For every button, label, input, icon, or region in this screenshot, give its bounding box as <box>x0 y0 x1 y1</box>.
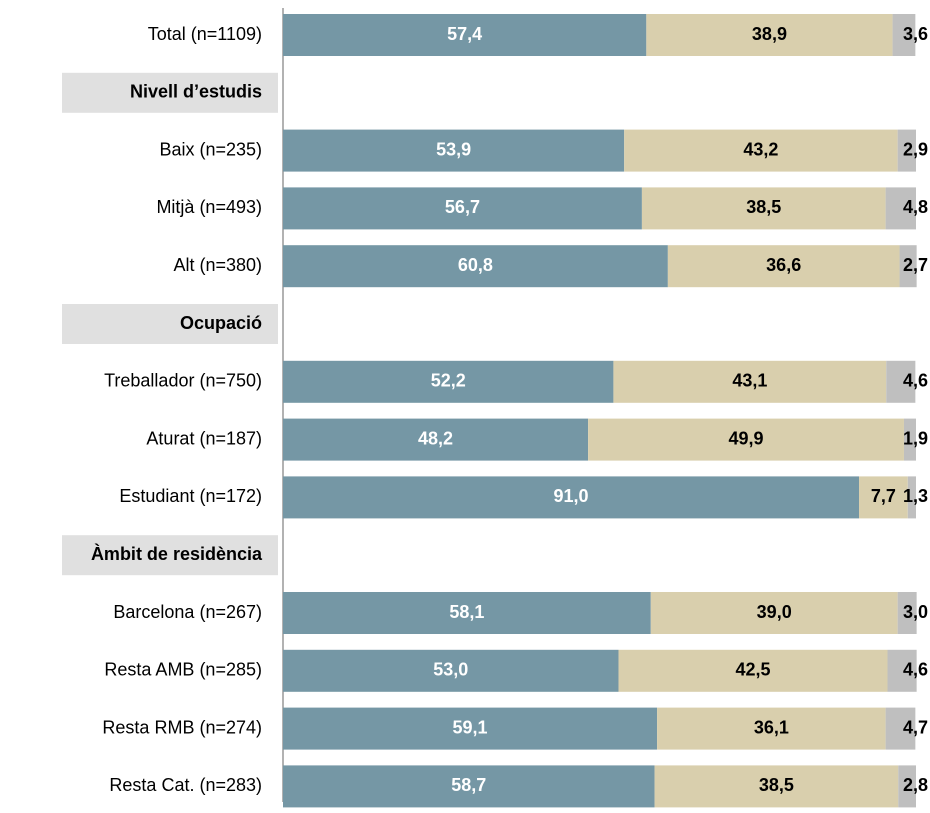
category-label: Baix (n=235) <box>159 139 262 159</box>
category-label: Mitjà (n=493) <box>156 197 262 217</box>
bar-segment <box>283 245 668 288</box>
bar-segment <box>885 707 916 750</box>
bar-segment <box>588 418 904 461</box>
value-label: 3,6 <box>903 24 928 44</box>
bar-segment <box>898 765 916 808</box>
value-label: 53,0 <box>433 660 468 680</box>
value-label: 2,9 <box>903 139 928 159</box>
bar-segment <box>897 592 917 634</box>
bar-segment <box>283 187 642 230</box>
value-label: 42,5 <box>735 660 770 680</box>
group-header: Àmbit de residència <box>91 543 263 564</box>
bar-segment <box>283 592 651 634</box>
value-label: 36,1 <box>754 717 789 737</box>
bar-segment <box>283 765 655 808</box>
value-label: 43,2 <box>743 139 778 159</box>
category-label: Resta AMB (n=285) <box>104 660 262 680</box>
category-label: Resta Cat. (n=283) <box>109 775 262 795</box>
bar-segment <box>654 765 899 808</box>
value-label: 4,7 <box>903 717 928 737</box>
bar-segment <box>646 14 893 56</box>
value-label: 60,8 <box>458 255 493 275</box>
value-label: 38,9 <box>752 24 787 44</box>
value-label: 39,0 <box>757 602 792 622</box>
bar-segment <box>899 245 917 288</box>
value-label: 4,8 <box>903 197 928 217</box>
bar-segment <box>641 187 886 230</box>
bar-segment <box>283 649 619 692</box>
bar-segment <box>283 418 589 461</box>
group-header: Ocupació <box>180 313 262 333</box>
bar-segment <box>283 476 860 519</box>
category-label: Barcelona (n=267) <box>113 602 262 622</box>
value-label: 4,6 <box>903 660 928 680</box>
bar-segment <box>667 245 900 288</box>
value-label: 2,7 <box>903 255 928 275</box>
bar-segment <box>657 707 886 750</box>
group-header-bg <box>62 535 278 576</box>
bar-segment <box>887 649 917 692</box>
bar-segment <box>859 476 908 519</box>
value-label: 57,4 <box>447 24 482 44</box>
bar-segment <box>283 129 625 172</box>
value-label: 59,1 <box>453 717 488 737</box>
category-label: Resta RMB (n=274) <box>102 717 262 737</box>
category-label: Total (n=1109) <box>148 24 262 44</box>
group-header: Nivell d’estudis <box>130 82 262 102</box>
value-label: 38,5 <box>746 197 781 217</box>
value-label: 4,6 <box>903 371 928 391</box>
value-label: 1,9 <box>903 428 928 448</box>
bar-segment <box>650 592 898 634</box>
value-label: 91,0 <box>553 486 588 506</box>
bar-segment <box>613 360 887 403</box>
group-header-bg <box>62 72 278 113</box>
bar-segment <box>624 129 898 172</box>
value-label: 3,0 <box>903 602 928 622</box>
value-label: 48,2 <box>418 428 453 448</box>
value-label: 2,8 <box>903 775 928 795</box>
bar-segment <box>618 649 888 692</box>
bar-segment <box>903 418 916 461</box>
bar-segment <box>283 707 658 750</box>
bar-segment <box>907 476 916 519</box>
value-label: 58,1 <box>449 602 484 622</box>
bar-segment <box>885 187 916 230</box>
bar-segment <box>283 360 614 403</box>
value-label: 43,1 <box>732 371 767 391</box>
value-label: 53,9 <box>436 139 471 159</box>
value-label: 52,2 <box>431 371 466 391</box>
category-label: Treballador (n=750) <box>104 371 262 391</box>
value-label: 56,7 <box>445 197 480 217</box>
bar-segment <box>897 129 916 172</box>
group-header-bg <box>62 304 278 344</box>
value-label: 49,9 <box>729 428 764 448</box>
bar-segment <box>886 360 916 403</box>
value-label: 58,7 <box>451 775 486 795</box>
category-label: Estudiant (n=172) <box>119 486 262 506</box>
value-label: 36,6 <box>766 255 801 275</box>
value-label: 1,3 <box>903 486 928 506</box>
bar-segment <box>892 14 916 56</box>
category-label: Aturat (n=187) <box>146 428 262 448</box>
category-label: Alt (n=380) <box>173 255 262 275</box>
bar-segment <box>283 14 647 56</box>
value-label: 38,5 <box>759 775 794 795</box>
value-label: 7,7 <box>871 486 896 506</box>
